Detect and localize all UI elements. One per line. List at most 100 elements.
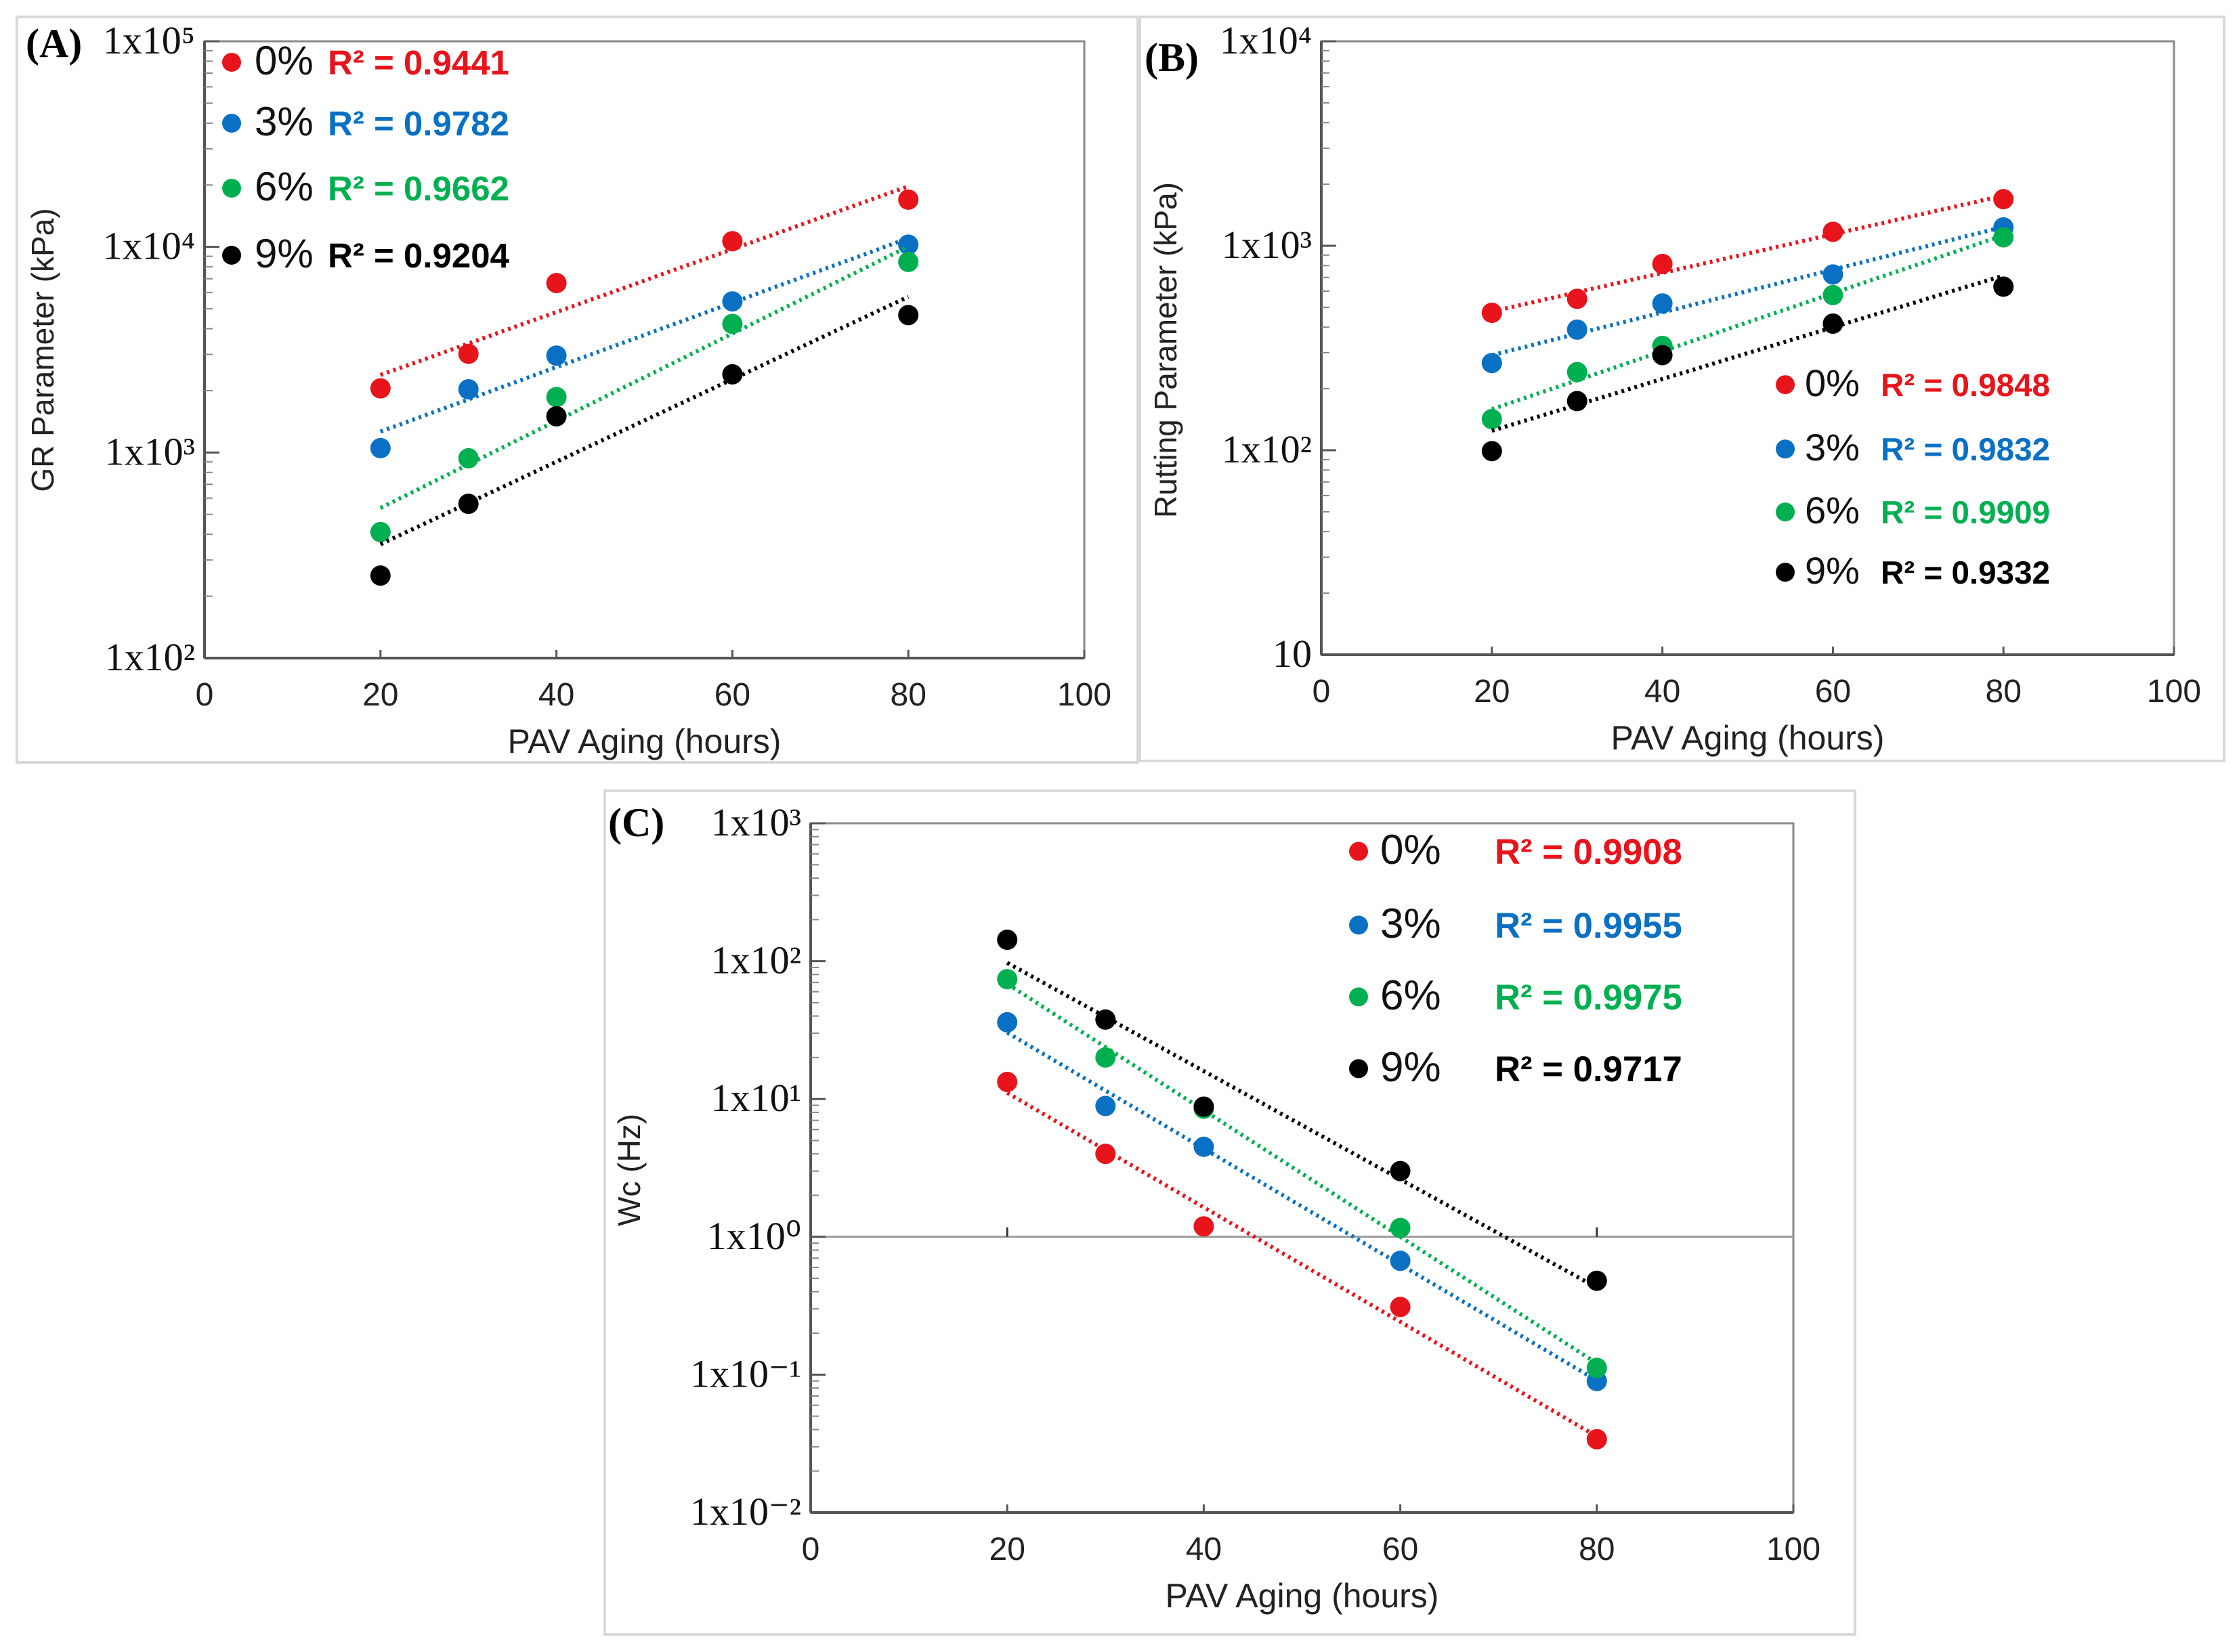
series-9pct [997, 929, 1607, 1291]
data-point [997, 1012, 1018, 1032]
y-axis-title: Rutting Parameter (kPa) [1148, 182, 1183, 518]
data-point [1390, 1217, 1411, 1238]
y-tick-label: 1x10³ [1222, 223, 1312, 267]
series-0pct [997, 1071, 1607, 1450]
legend-marker [1349, 915, 1368, 935]
y-tick-label: 1x10⁴ [1220, 18, 1312, 62]
y-tick-label: 1x10⁻¹ [690, 1351, 801, 1395]
data-point [1566, 319, 1587, 340]
legend-label: 9% [1805, 549, 1860, 592]
legend-label: 3% [1805, 426, 1860, 469]
legend-entry: 3% R² = 0.9782 [222, 99, 509, 144]
x-axis-title: PAV Aging (hours) [1611, 719, 1885, 757]
data-point [1390, 1297, 1411, 1318]
legend-label: 0% [1380, 827, 1441, 873]
plot-area [809, 822, 1795, 1514]
legend-marker [222, 246, 241, 265]
data-point [1652, 293, 1673, 314]
legend-entry: 0% R² = 0.9908 [1349, 827, 1682, 873]
trendline [1006, 982, 1598, 1366]
data-point [898, 305, 919, 326]
data-point [546, 273, 567, 294]
legend-label: 0% [255, 38, 314, 83]
legend-marker [1776, 375, 1795, 395]
data-point [1095, 1144, 1116, 1165]
series-9pct [370, 295, 919, 586]
data-point [1566, 391, 1587, 412]
data-point [898, 189, 919, 210]
legend-r2: R² = 0.9832 [1881, 432, 2050, 468]
chart-panel-a: 0 20 40 60 80 100 1x10² 1x10³ 1x10⁴ 1x10⁵ PAV Agin… [16, 16, 1139, 764]
data-point [722, 291, 743, 312]
data-point [1652, 253, 1673, 274]
x-tick-label: 0 [1313, 674, 1331, 710]
trendline [1006, 1030, 1598, 1383]
legend-r2: R² = 0.9975 [1495, 978, 1682, 1018]
x-tick-label: 40 [538, 677, 574, 713]
data-point [1652, 345, 1673, 366]
legend-r2: R² = 0.9717 [1495, 1049, 1682, 1089]
legend-label: 0% [1805, 362, 1860, 404]
legend-marker [1776, 502, 1795, 522]
data-point [997, 1071, 1018, 1092]
data-point [1193, 1136, 1214, 1157]
trendline [1006, 1091, 1598, 1439]
legend-r2: R² = 0.9204 [328, 236, 510, 275]
legend-label: 9% [255, 231, 314, 276]
chart-panel-b: 0 20 40 60 80 100 10 1x10² 1x10³ 1x10⁴ PAV Aging (… [1138, 16, 2225, 762]
data-point [1481, 353, 1502, 374]
panel-label: (C) [608, 800, 664, 845]
y-tick-label: 1x10³ [711, 800, 801, 844]
legend-r2: R² = 0.9662 [328, 169, 509, 208]
y-axis-title: GR Parameter (kPa) [25, 208, 60, 492]
x-tick-label: 60 [1815, 674, 1851, 710]
legend-marker [222, 179, 241, 198]
data-point [370, 521, 391, 542]
legend-entry: 0% R² = 0.9441 [222, 38, 509, 83]
data-point [1566, 288, 1587, 309]
data-point [1993, 276, 2014, 297]
data-point [1822, 264, 1843, 285]
x-axis-title: PAV Aging (hours) [508, 722, 782, 760]
x-tick-label: 20 [1474, 674, 1510, 710]
legend-marker [1349, 1059, 1368, 1079]
x-tick-label: 60 [1382, 1531, 1418, 1567]
data-point [370, 378, 391, 399]
legend-r2: R² = 0.9955 [1495, 906, 1682, 946]
legend-marker [222, 114, 241, 133]
data-point [1822, 284, 1843, 305]
data-point [1586, 1270, 1607, 1291]
legend-marker [222, 53, 241, 72]
data-point [458, 448, 479, 469]
y-axis-title: Wc (Hz) [612, 1114, 647, 1226]
series-0pct [1481, 189, 2014, 324]
series-3pct [997, 1012, 1607, 1391]
data-point [1481, 303, 1502, 324]
data-point [1586, 1357, 1607, 1378]
data-point [458, 494, 479, 515]
data-point [898, 251, 919, 272]
legend-label: 3% [255, 99, 314, 144]
data-point [1193, 1216, 1214, 1237]
y-tick-label: 1x10³ [105, 429, 195, 473]
y-tick-label: 1x10⁵ [103, 18, 195, 62]
legend-entry: 6% R² = 0.9662 [222, 164, 509, 209]
legend-r2: R² = 0.9782 [328, 104, 509, 143]
y-tick-label: 1x10⁻² [690, 1490, 801, 1534]
legend-label: 6% [1380, 972, 1441, 1019]
data-point [1095, 1047, 1116, 1068]
data-point [1822, 221, 1843, 242]
series-6pct [1481, 227, 2014, 430]
data-point [1481, 409, 1502, 430]
legend-label: 9% [1380, 1044, 1441, 1091]
trendline [379, 236, 910, 434]
legend-entry: 6% R² = 0.9975 [1349, 972, 1682, 1019]
legend-label: 3% [1380, 900, 1441, 947]
y-tick-label: 1x10² [711, 938, 801, 982]
legend-entry: 9% R² = 0.9332 [1776, 549, 2050, 592]
data-point [997, 929, 1018, 950]
x-axis-title: PAV Aging (hours) [1166, 1577, 1439, 1615]
data-point [370, 437, 391, 458]
data-point [1993, 227, 2014, 248]
